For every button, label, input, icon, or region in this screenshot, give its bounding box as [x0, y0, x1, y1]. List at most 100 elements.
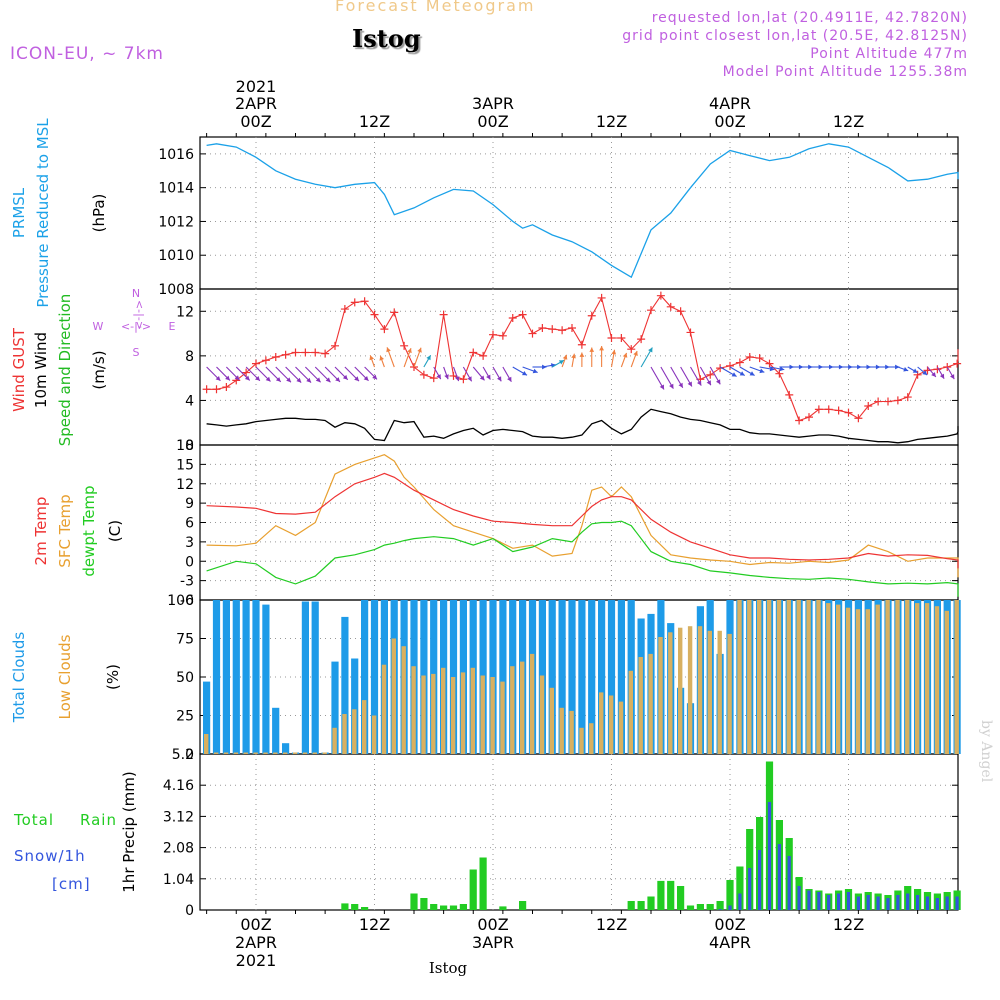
low-cloud-bar	[648, 653, 653, 754]
y-tick-label: 1.04	[163, 872, 194, 888]
label-snow: Snow/1h	[14, 847, 86, 865]
wind-direction-arrowhead	[497, 376, 502, 382]
total-cloud-bar	[232, 600, 240, 754]
wind-gust-marker	[212, 385, 221, 394]
low-cloud-bar	[816, 600, 821, 754]
wind-gust-marker	[627, 345, 636, 354]
total-cloud-bar	[252, 600, 260, 754]
wind-direction-arrowhead	[244, 375, 250, 381]
wind-direction-arrowhead	[633, 351, 638, 356]
y-tick-label: 25	[176, 709, 194, 725]
label-ms: (m/s)	[90, 350, 108, 389]
y-tick-label: 4.16	[163, 778, 194, 794]
wind-direction-arrowhead	[931, 372, 936, 377]
rain-bar	[459, 904, 467, 910]
wind-gust-marker	[340, 305, 349, 314]
wind-direction-arrowhead	[426, 355, 431, 361]
location-title: Istog	[352, 24, 421, 53]
total-cloud-bar	[242, 600, 250, 754]
rain-bar	[726, 880, 734, 910]
time-bottom-hour: 12Z	[359, 915, 390, 934]
compass-s: S	[133, 346, 140, 359]
low-cloud-bar	[263, 752, 268, 754]
wind-gust-marker	[726, 361, 734, 370]
label-hpa: (hPa)	[90, 194, 108, 233]
wind-gust-marker	[617, 334, 626, 343]
wind-direction-arrowhead	[467, 376, 472, 382]
time-bottom-hour: 00Z	[477, 915, 508, 934]
label-prmsl: PRMSL	[10, 187, 28, 238]
rain-bar	[440, 905, 448, 910]
snow-bar	[748, 868, 752, 910]
y-tick-label: 1016	[158, 147, 194, 163]
low-cloud-bar	[431, 673, 436, 754]
rain-bar	[627, 901, 635, 910]
wind-direction-arrowhead	[372, 374, 377, 380]
low-cloud-bar	[371, 715, 377, 754]
y-tick-label: 9	[185, 496, 194, 512]
wind-direction-arrowhead	[759, 368, 765, 374]
time-bottom-hour: 12Z	[596, 915, 627, 934]
low-cloud-bar	[628, 670, 633, 754]
wind-direction-arrowhead	[436, 374, 441, 380]
low-cloud-bar	[658, 637, 663, 754]
total-cloud-bar	[607, 600, 616, 754]
wind-direction-arrowhead	[611, 349, 617, 355]
wind-gust-marker	[548, 325, 557, 334]
y-tick-label: 0	[185, 747, 194, 763]
wind-speed-line	[206, 408, 959, 444]
low-cloud-bar	[223, 752, 229, 754]
panel-frame-1	[199, 136, 959, 290]
y-tick-label: 0	[185, 438, 194, 454]
wind-gust-marker	[360, 297, 369, 306]
time-top-year: 2021	[236, 77, 277, 96]
low-cloud-bar	[411, 666, 416, 754]
time-bottom-hour: 12Z	[833, 915, 864, 934]
low-cloud-bar	[490, 677, 495, 754]
snow-bar	[817, 892, 821, 910]
rain-bar	[637, 901, 645, 910]
wind-gust-marker	[429, 374, 438, 383]
low-cloud-bar	[421, 675, 426, 754]
wind-gust-marker	[528, 329, 537, 338]
low-cloud-bar	[510, 666, 515, 754]
rain-bar	[361, 907, 369, 910]
snow-bar	[856, 896, 860, 910]
y-tick-label: 12	[176, 477, 194, 493]
wind-direction-arrowhead	[669, 383, 674, 389]
total-cloud-bar	[351, 658, 359, 754]
total-cloud-bar	[578, 600, 586, 754]
label-10m-wind: 10m Wind	[32, 332, 50, 408]
wind-gust-marker	[331, 341, 339, 350]
snow-bar	[916, 895, 920, 910]
wind-direction-arrowhead	[697, 380, 702, 386]
wind-direction-arrowhead	[950, 374, 955, 380]
wind-gust-marker	[242, 368, 251, 377]
total-cloud-bar	[588, 600, 596, 754]
snow-bar	[728, 905, 732, 910]
wind-direction-arrowhead	[678, 382, 683, 388]
label-dewpt-temp: dewpt Temp	[80, 485, 98, 576]
low-cloud-bar	[826, 603, 831, 754]
wind-gust-marker	[666, 302, 675, 311]
wind-direction-arrowhead	[939, 373, 945, 379]
wind-gust-marker	[933, 365, 942, 374]
low-cloud-bar	[905, 600, 910, 754]
snow-bar	[777, 844, 781, 910]
wind-gust-marker	[874, 397, 883, 406]
wind-direction-arrowhead	[407, 348, 412, 354]
low-cloud-bar	[796, 600, 801, 754]
wind-gust-marker	[953, 359, 962, 368]
low-cloud-bar	[579, 727, 584, 754]
low-cloud-bar	[500, 681, 505, 754]
total-cloud-bar	[212, 600, 221, 754]
low-cloud-bar	[924, 603, 930, 754]
model-label: ICON-EU, ~ 7km	[10, 44, 164, 64]
y-tick-label: 18	[176, 438, 194, 454]
wind-gust-marker	[656, 291, 665, 300]
wind-gust-marker	[261, 356, 270, 365]
snow-bar	[767, 802, 772, 910]
wind-gust-marker	[281, 350, 290, 359]
y-tick-label: 6	[185, 516, 194, 532]
wind-direction-arrowhead	[479, 375, 485, 381]
